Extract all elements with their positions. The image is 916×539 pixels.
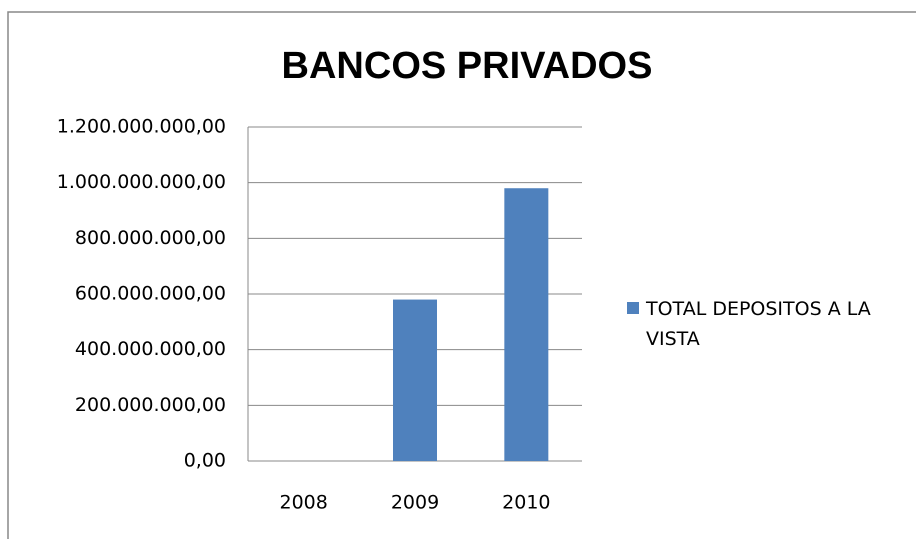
- bar: [393, 299, 437, 461]
- y-tick-label: 600.000.000,00: [75, 283, 226, 305]
- chart-border: [7, 11, 916, 539]
- x-tick-label: 2008: [279, 492, 327, 514]
- x-tick-label: 2010: [502, 492, 550, 514]
- legend-label: TOTAL DEPOSITOS A LA VISTA: [646, 298, 871, 350]
- legend-swatch: [627, 302, 639, 314]
- y-tick-label: 1.200.000.000,00: [57, 116, 226, 138]
- y-tick-label: 400.000.000,00: [75, 338, 226, 360]
- y-tick-label: 200.000.000,00: [75, 394, 226, 416]
- y-tick-label: 0,00: [184, 450, 226, 472]
- chart-title: BANCOS PRIVADOS: [282, 45, 653, 87]
- y-tick-label: 1.000.000.000,00: [57, 171, 226, 193]
- x-tick-label: 2009: [391, 492, 439, 514]
- y-tick-label: 800.000.000,00: [75, 227, 226, 249]
- bar: [504, 188, 549, 461]
